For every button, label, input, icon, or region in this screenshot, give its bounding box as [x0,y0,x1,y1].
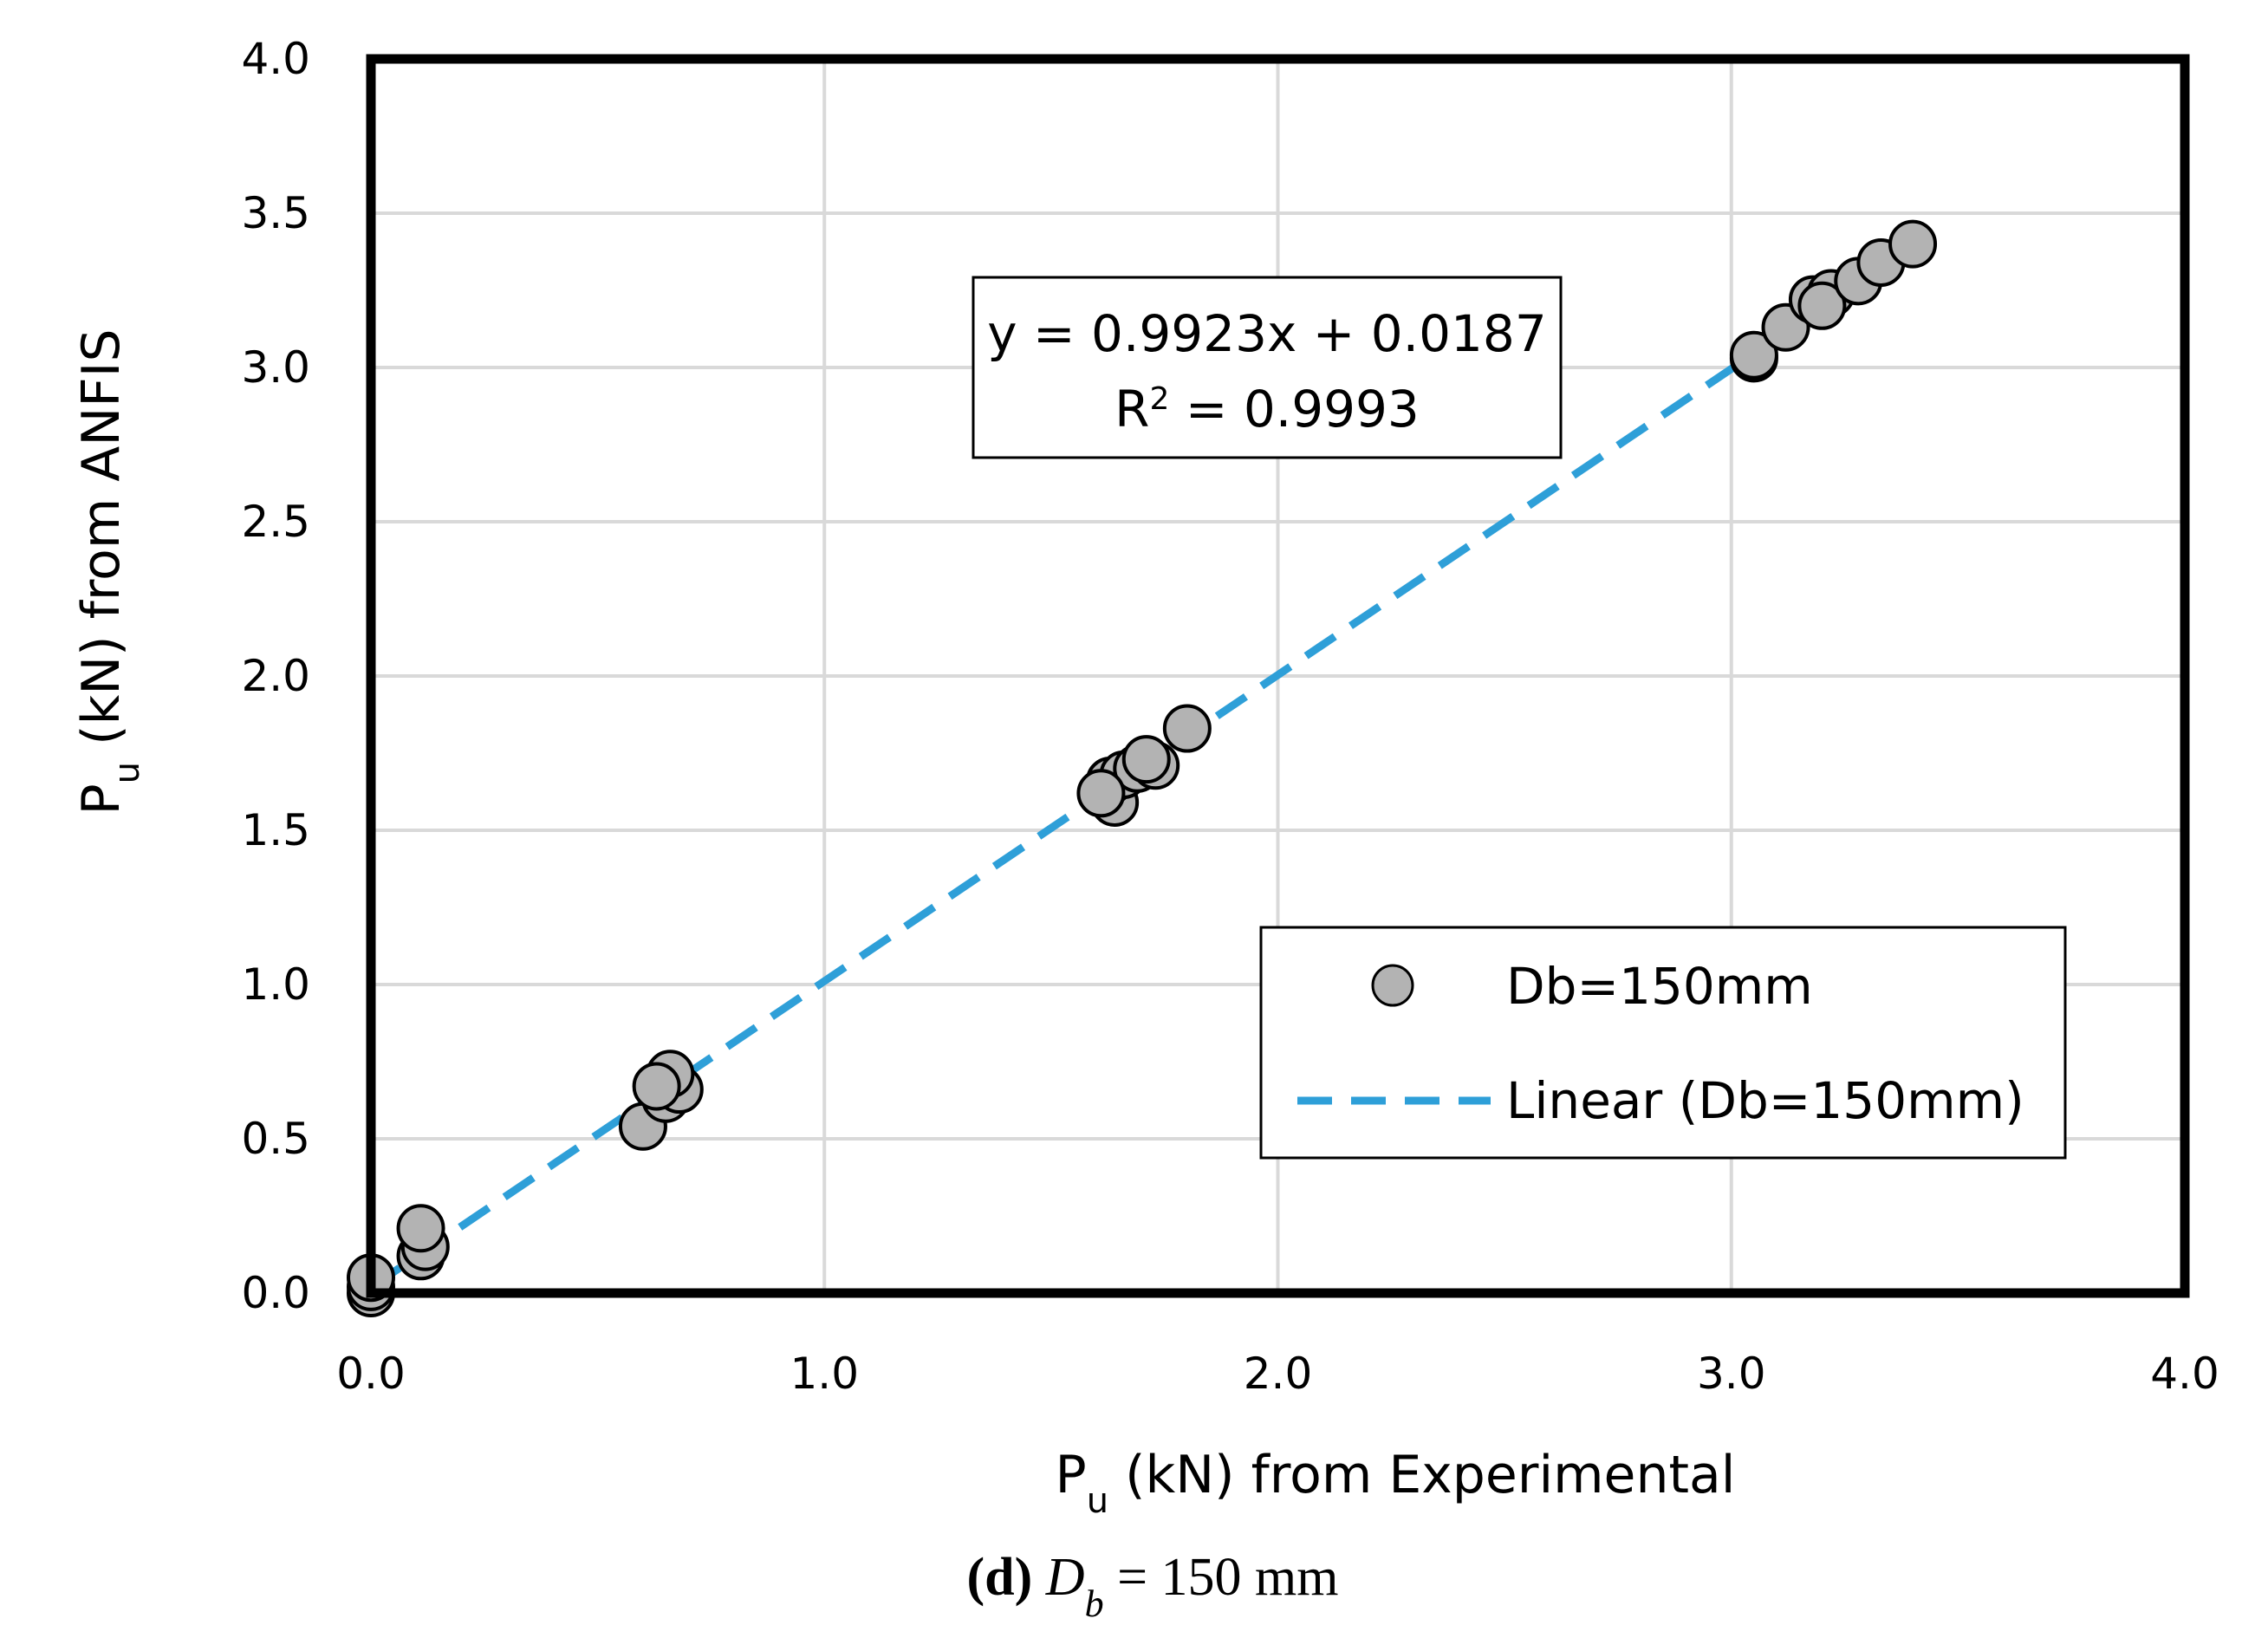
data-point [1076,769,1126,818]
y-tick-label: 0.5 [241,1114,310,1164]
data-point [1729,330,1778,380]
y-tick-label: 0.0 [241,1268,310,1318]
data-point [1888,219,1938,269]
x-tick-label: 3.0 [1697,1349,1766,1399]
data-point [632,1062,681,1111]
y-tick-label: 1.5 [241,805,310,855]
equation-box-frame [972,276,1563,459]
legend-label-trendline: Linear (Db=150mm) [1506,1071,2024,1130]
data-point [1121,735,1171,784]
y-tick-labels: 0.0 0.5 1.0 1.5 2.0 2.5 3.0 3.5 4.0 [241,34,310,1318]
legend-label-series: Db=150mm [1506,957,1813,1016]
y-tick-label: 2.5 [241,497,310,547]
y-tick-label: 3.0 [241,342,310,393]
x-tick-label: 2.0 [1244,1349,1313,1399]
figure-caption: (d) Db = 150 mm [967,1548,1339,1625]
y-tick-label: 1.0 [241,959,310,1010]
equation-box: y = 0.9923x + 0.0187 R2 = 0.9993 [972,276,1563,459]
data-point [1797,281,1847,330]
x-axis-title: Pu (kN) from Experimental [1056,1445,1736,1521]
data-point [1162,704,1212,753]
y-tick-label: 3.5 [241,188,310,238]
r-squared-text: R2 = 0.9993 [1115,380,1420,439]
plot-frame [366,54,2190,1298]
legend-marker-icon [1371,964,1414,1007]
x-tick-label: 0.0 [336,1349,406,1399]
y-tick-label: 2.0 [241,651,310,701]
x-tick-label: 4.0 [2150,1349,2219,1399]
x-tick-label: 1.0 [790,1349,859,1399]
x-tick-labels: 0.0 1.0 2.0 3.0 4.0 [336,1349,2219,1399]
equation-text: y = 0.9923x + 0.0187 [987,304,1546,363]
y-axis-title: Pu (kN) from ANFIS [71,328,147,815]
data-point [396,1204,445,1253]
legend: Db=150mm Linear (Db=150mm) [1259,926,2067,1160]
y-tick-label: 4.0 [241,34,310,84]
